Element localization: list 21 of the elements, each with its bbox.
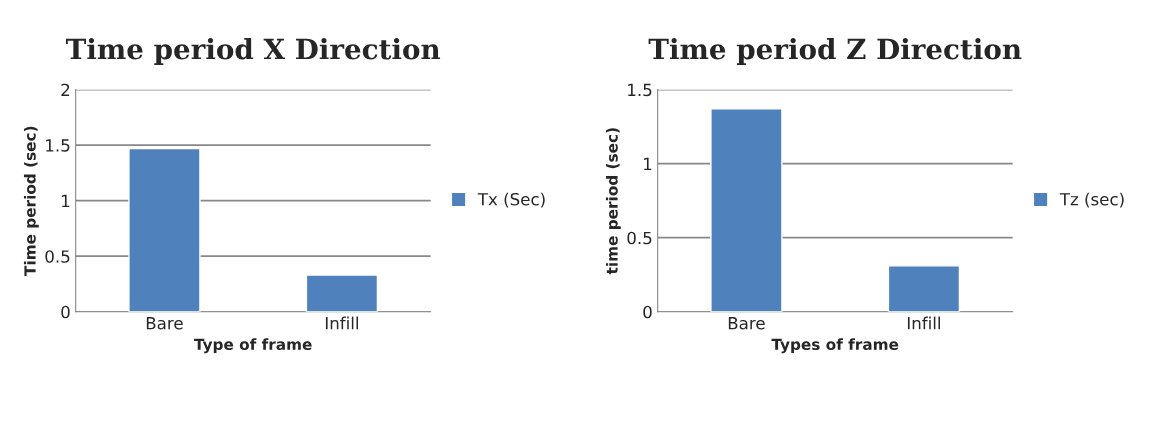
x-tick-label: Bare — [728, 317, 765, 330]
y-tick-label: 0 — [643, 305, 652, 319]
x-tick-label: Infill — [907, 316, 940, 330]
y-tick-label: 0.5 — [45, 250, 70, 263]
y-tick-label: 0.5 — [627, 231, 652, 245]
y-axis-title: Time period (sec) — [23, 126, 39, 276]
y-tick-label: 1 — [644, 157, 652, 171]
chart-title: Time period Z Direction — [648, 38, 1022, 65]
y-tick-label: 2 — [61, 83, 70, 96]
y-tick-label: 0 — [61, 305, 70, 319]
x-tick-label: Infill — [325, 316, 358, 330]
legend-label: Tz (sec) — [1059, 192, 1124, 208]
y-axis-title: time period (sec) — [605, 128, 621, 275]
x-axis-title: Type of frame — [194, 338, 312, 354]
chart-title: Time period X Direction — [65, 38, 441, 65]
y-tick-label: 1 — [62, 194, 70, 208]
y-tick-label: 1.5 — [628, 83, 652, 97]
x-tick-label: Bare — [146, 317, 183, 330]
x-axis-title: Types of frame — [771, 338, 899, 354]
legend-label: Tx (Sec) — [477, 192, 545, 208]
y-tick-label: 1.5 — [46, 139, 70, 152]
